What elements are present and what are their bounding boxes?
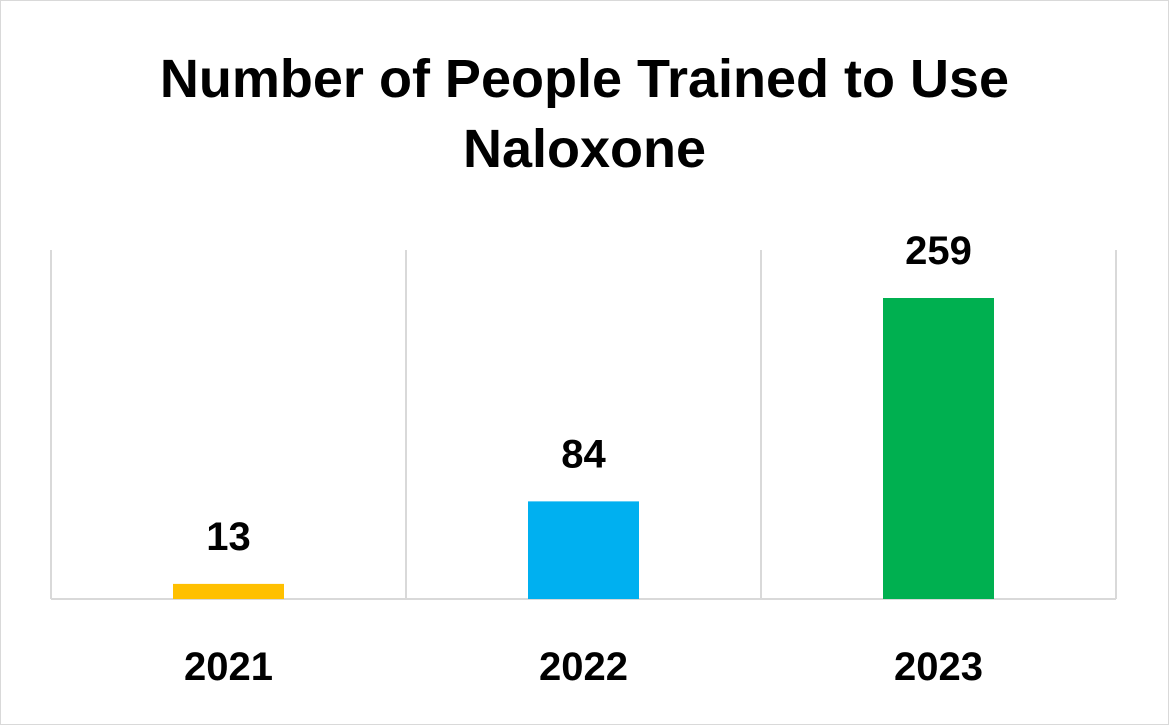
data-label-2023: 259 <box>905 229 972 273</box>
x-tick-label-2023: 2023 <box>894 645 983 689</box>
chart-title-line-1: Number of People Trained to Use <box>159 49 1010 109</box>
chart-title: Number of People Trained to Use Naloxone <box>0 44 1169 184</box>
x-tick-label-2021: 2021 <box>184 645 273 689</box>
data-label-2022: 84 <box>561 432 606 476</box>
x-tick-label-2022: 2022 <box>539 645 628 689</box>
bar-2023 <box>883 298 994 599</box>
data-labels: 13 84 259 <box>206 229 972 559</box>
chart-title-line-2: Naloxone <box>462 119 707 179</box>
bar-2022 <box>528 501 639 599</box>
bar-2021 <box>173 583 284 599</box>
x-axis-tick-labels: 2021 2022 2023 <box>184 645 983 689</box>
bars <box>173 298 994 599</box>
data-label-2021: 13 <box>206 515 251 559</box>
